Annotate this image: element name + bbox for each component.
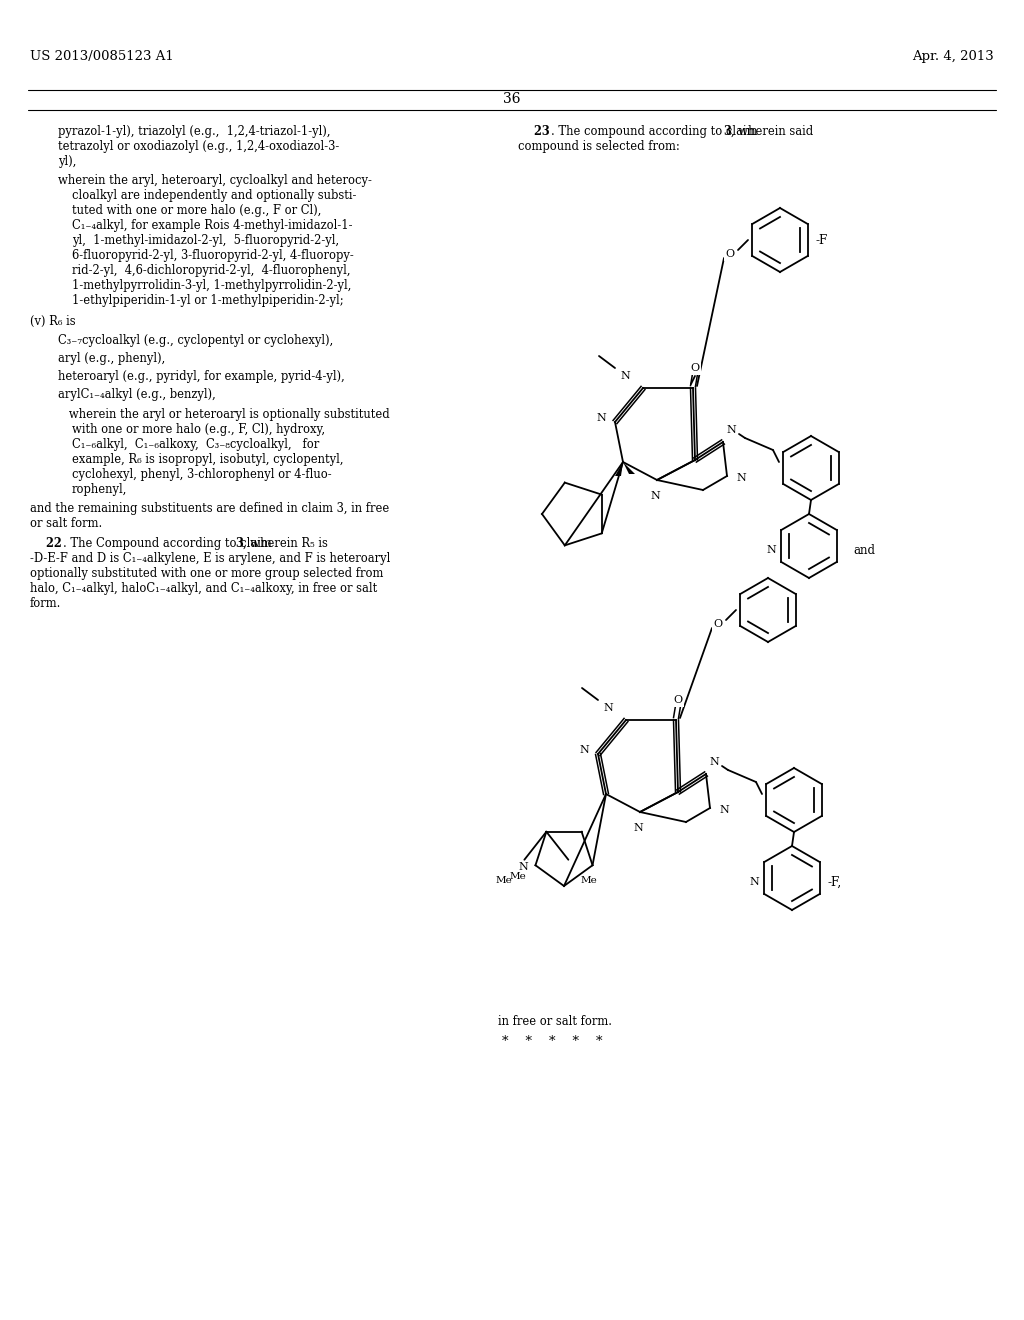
Text: aryl (e.g., phenyl),: aryl (e.g., phenyl), [58,352,165,366]
Text: . The Compound according to claim: . The Compound according to claim [63,537,275,550]
Text: N: N [736,473,745,483]
Text: C₁₋₆alkyl,  C₁₋₆alkoxy,  C₃₋₈cycloalkyl,   for: C₁₋₆alkyl, C₁₋₆alkoxy, C₃₋₈cycloalkyl, f… [72,438,319,451]
Text: N: N [621,371,630,381]
Text: wherein the aryl or heteroaryl is optionally substituted: wherein the aryl or heteroaryl is option… [58,408,390,421]
Text: N: N [766,545,776,554]
Text: N: N [650,491,659,502]
Text: halo, C₁₋₄alkyl, haloC₁₋₄alkyl, and C₁₋₄alkoxy, in free or salt: halo, C₁₋₄alkyl, haloC₁₋₄alkyl, and C₁₋₄… [30,582,377,595]
Text: with one or more halo (e.g., F, Cl), hydroxy,: with one or more halo (e.g., F, Cl), hyd… [72,422,326,436]
Text: N: N [580,744,589,755]
Text: optionally substituted with one or more group selected from: optionally substituted with one or more … [30,568,383,579]
Text: and the remaining substituents are defined in claim 3, in free: and the remaining substituents are defin… [30,502,389,515]
Text: cloalkyl are independently and optionally substi-: cloalkyl are independently and optionall… [72,189,356,202]
Text: heteroaryl (e.g., pyridyl, for example, pyrid-4-yl),: heteroaryl (e.g., pyridyl, for example, … [58,370,345,383]
Text: 1-ethylpiperidin-1-yl or 1-methylpiperidin-2-yl;: 1-ethylpiperidin-1-yl or 1-methylpiperid… [72,294,344,308]
Text: cyclohexyl, phenyl, 3-chlorophenyl or 4-fluo-: cyclohexyl, phenyl, 3-chlorophenyl or 4-… [72,469,332,480]
Polygon shape [623,462,635,474]
Text: and: and [853,544,874,557]
Text: N: N [518,862,528,873]
Text: -F: -F [816,234,828,247]
Text: arylC₁₋₄alkyl (e.g., benzyl),: arylC₁₋₄alkyl (e.g., benzyl), [58,388,216,401]
Text: US 2013/0085123 A1: US 2013/0085123 A1 [30,50,174,63]
Text: 3: 3 [234,537,243,550]
Polygon shape [615,462,623,477]
Text: rid-2-yl,  4,6-dichloropyrid-2-yl,  4-fluorophenyl,: rid-2-yl, 4,6-dichloropyrid-2-yl, 4-fluo… [72,264,350,277]
Text: yl),: yl), [58,154,77,168]
Text: Me: Me [510,871,526,880]
Text: -D-E-F and D is C₁₋₄alkylene, E is arylene, and F is heteroaryl: -D-E-F and D is C₁₋₄alkylene, E is aryle… [30,552,390,565]
Text: yl,  1-methyl-imidazol-2-yl,  5-fluoropyrid-2-yl,: yl, 1-methyl-imidazol-2-yl, 5-fluoropyri… [72,234,339,247]
Text: N: N [603,704,613,713]
Text: 6-fluoropyrid-2-yl, 3-fluoropyrid-2-yl, 4-fluoropy-: 6-fluoropyrid-2-yl, 3-fluoropyrid-2-yl, … [72,249,353,261]
Text: *    *    *    *    *: * * * * * [502,1035,602,1048]
Text: -F,: -F, [828,875,842,888]
Text: example, R₆ is isopropyl, isobutyl, cyclopentyl,: example, R₆ is isopropyl, isobutyl, cycl… [72,453,343,466]
Text: 23: 23 [518,125,550,139]
Text: N: N [633,822,643,833]
Text: compound is selected from:: compound is selected from: [518,140,680,153]
Text: C₁₋₄alkyl, for example Rois 4-methyl-imidazol-1-: C₁₋₄alkyl, for example Rois 4-methyl-imi… [72,219,352,232]
Text: in free or salt form.: in free or salt form. [498,1015,612,1028]
Text: Apr. 4, 2013: Apr. 4, 2013 [912,50,994,63]
Text: O: O [725,249,734,259]
Text: , wherein said: , wherein said [731,125,813,139]
Text: Me: Me [581,875,597,884]
Text: form.: form. [30,597,61,610]
Text: C₃₋₇cycloalkyl (e.g., cyclopentyl or cyclohexyl),: C₃₋₇cycloalkyl (e.g., cyclopentyl or cyc… [58,334,333,347]
Text: Me: Me [496,875,512,884]
Text: tuted with one or more halo (e.g., F or Cl),: tuted with one or more halo (e.g., F or … [72,205,322,216]
Text: rophenyl,: rophenyl, [72,483,127,496]
Text: N: N [719,805,729,814]
Text: N: N [750,876,759,887]
Text: , wherein R₅ is: , wherein R₅ is [243,537,328,550]
Text: 3: 3 [723,125,731,139]
Text: . The compound according to claim: . The compound according to claim [551,125,761,139]
Text: 36: 36 [503,92,521,106]
Text: N: N [710,756,719,767]
Text: O: O [714,619,723,630]
Text: 1-methylpyrrolidin-3-yl, 1-methylpyrrolidin-2-yl,: 1-methylpyrrolidin-3-yl, 1-methylpyrroli… [72,279,351,292]
Text: N: N [580,744,589,755]
Text: (v) R₆ is: (v) R₆ is [30,315,76,327]
Text: wherein the aryl, heteroaryl, cycloalkyl and heterocy-: wherein the aryl, heteroaryl, cycloalkyl… [58,174,372,187]
Text: N: N [596,413,606,422]
Text: pyrazol-1-yl), triazolyl (e.g.,  1,2,4-triazol-1-yl),: pyrazol-1-yl), triazolyl (e.g., 1,2,4-tr… [58,125,331,139]
Text: N: N [726,425,736,436]
Text: 22: 22 [30,537,61,550]
Text: O: O [690,363,699,374]
Text: O: O [674,696,683,705]
Text: or salt form.: or salt form. [30,517,102,531]
Text: tetrazolyl or oxodiazolyl (e.g., 1,2,4-oxodiazol-3-: tetrazolyl or oxodiazolyl (e.g., 1,2,4-o… [58,140,339,153]
